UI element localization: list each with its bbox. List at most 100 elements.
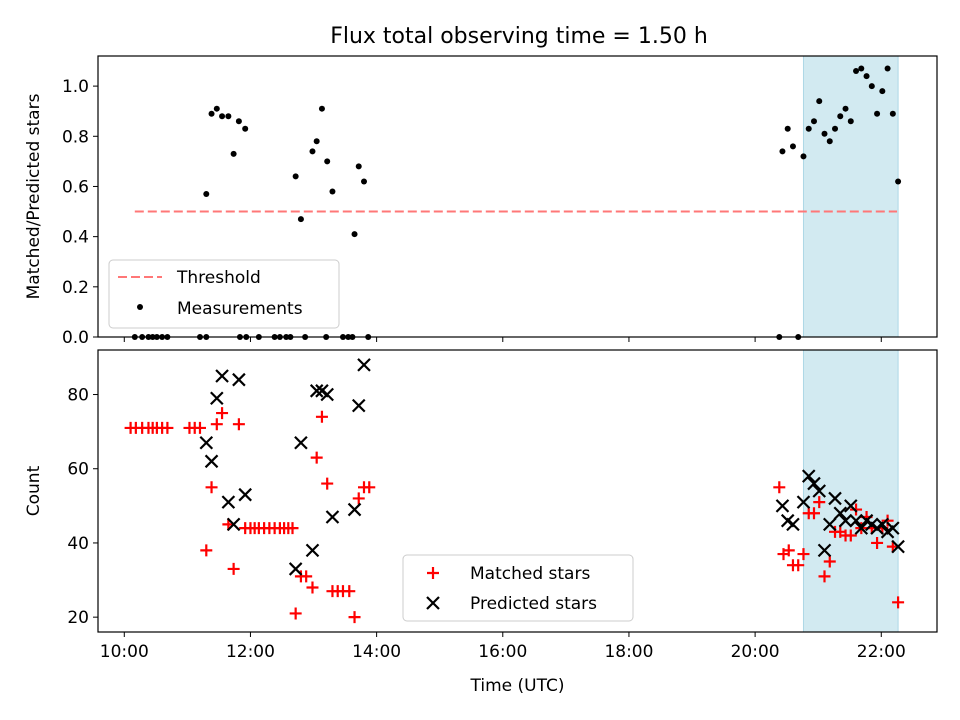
predicted-star-point [807, 476, 821, 491]
measurement-point [847, 118, 854, 125]
predicted-star-point [320, 387, 334, 402]
matched-star-point [773, 481, 786, 494]
chart-title: Flux total observing time = 1.50 h [330, 24, 708, 49]
count-panel: 10:00 12:00 14:00 16:00 18:00 20:00 22:00 20 40 6… [24, 349, 938, 696]
legend-measurement-swatch [137, 304, 143, 310]
x-tick-label: 12:00 [226, 642, 275, 662]
legend: Matched stars Predicted stars [402, 554, 634, 622]
measurement-point [235, 118, 242, 125]
y-tick-label: 0.4 [62, 228, 89, 248]
legend-matched-swatch [427, 567, 439, 579]
predicted-star-point [796, 495, 811, 509]
axes-frame [97, 349, 938, 633]
x-axis-label: Time (UTC) [470, 676, 565, 696]
y-tick-label: 1.0 [62, 77, 89, 97]
legend-matched-label: Matched stars [470, 564, 590, 584]
predicted-star-point [351, 398, 366, 413]
predicted-star-point [775, 499, 790, 513]
predicted-star-point [305, 543, 320, 558]
predicted-star-point [238, 487, 252, 502]
measurement-point [784, 125, 791, 132]
x-tick-label: 16:00 [478, 642, 527, 662]
matched-star-point [205, 481, 218, 494]
y-axis-label: Count [24, 465, 44, 516]
matched-star-point [363, 481, 376, 494]
measurement-point [874, 110, 881, 117]
x-tick-label: 22:00 [857, 642, 906, 662]
matched-star-point [813, 496, 826, 509]
predicted-star-point [232, 372, 246, 387]
legend: Threshold Measurements [108, 259, 340, 329]
axes-frame [97, 55, 938, 338]
measurement-point [225, 113, 232, 120]
predicted-star-point [891, 539, 905, 554]
measurement-point [779, 148, 786, 155]
predicted-star-point [817, 543, 832, 558]
x-tick-label: 18:00 [604, 642, 653, 662]
measurement-point [360, 178, 367, 185]
matched-star-point [210, 418, 223, 431]
ratio-panel: 0.0 0.2 0.4 0.6 0.8 1.0 Matched/Predicted star… [24, 55, 938, 348]
predicted-star-point [828, 491, 842, 506]
matched-star-point [306, 581, 319, 594]
predicted-star-point [854, 521, 869, 535]
measurement-point [208, 110, 215, 117]
y-tick-label: 60 [67, 460, 89, 480]
matched-star-point [216, 407, 229, 420]
measurement-point [292, 173, 299, 180]
legend-threshold-label: Threshold [176, 268, 261, 288]
measurement-point [858, 65, 865, 72]
matched-star-point [348, 611, 361, 624]
predicted-star-point [357, 358, 371, 372]
predicted-star-point [812, 484, 827, 498]
legend-predicted-swatch [426, 596, 440, 610]
y-tick-label: 20 [67, 608, 89, 628]
measurement-point [789, 143, 796, 150]
matched-star-point [807, 507, 820, 520]
y-tick-label: 0.8 [62, 127, 89, 147]
matched-star-point [343, 585, 356, 598]
measurement-point [219, 113, 226, 120]
predicted-star-point [226, 517, 241, 532]
matched-star-point [315, 410, 328, 423]
y-tick-label: 0.2 [62, 278, 89, 298]
matched-star-point [300, 570, 313, 583]
matched-star-point [792, 559, 805, 572]
measurement-point [842, 105, 849, 112]
matched-star-point [352, 492, 365, 505]
matched-star-point [892, 596, 905, 609]
matched-star-point [161, 421, 174, 434]
measurement-point [868, 83, 875, 90]
matched-star-point [232, 418, 245, 431]
matched-star-point [200, 544, 213, 557]
matched-star-point [286, 522, 299, 535]
x-tick-label: 20:00 [731, 642, 780, 662]
measurement-point [313, 138, 320, 145]
measurement-point [800, 153, 807, 160]
predicted-star-point [210, 391, 224, 406]
measurement-point [230, 150, 237, 157]
predicted-star-point [801, 469, 816, 483]
predicted-star-point [822, 517, 837, 532]
measurement-point [297, 216, 304, 223]
measurement-point [879, 88, 886, 95]
matched-star-point [321, 477, 334, 490]
measurement-point [318, 105, 325, 112]
measurement-point [889, 110, 896, 117]
measurement-point [324, 158, 331, 165]
measurement-point [309, 148, 316, 155]
predicted-star-point [221, 495, 236, 509]
matched-star-point [871, 536, 884, 549]
matched-star-point [782, 544, 795, 557]
measurement-point [242, 125, 249, 132]
matched-star-point [193, 421, 206, 434]
measurement-point [837, 113, 844, 120]
predicted-star-point [833, 506, 848, 521]
matched-star-point [289, 607, 302, 620]
measurement-point [853, 68, 860, 75]
measurement-point [816, 98, 823, 105]
measurement-point [826, 138, 833, 145]
measurement-point [351, 231, 358, 238]
y-tick-label: 40 [67, 534, 89, 554]
measurement-point [821, 130, 828, 137]
